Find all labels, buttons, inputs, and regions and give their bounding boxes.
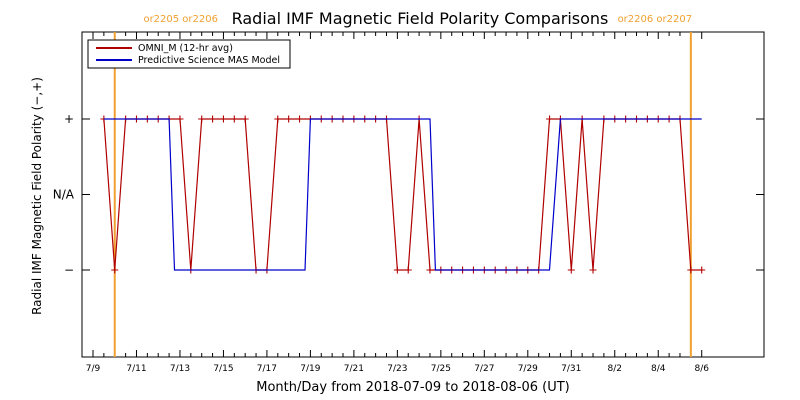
x-tick-label: 7/9 — [86, 364, 101, 374]
omni-data-point — [393, 266, 401, 274]
y-axis-label: Radial IMF Magnetic Field Polarity (−,+) — [30, 77, 44, 315]
x-tick-label: 7/27 — [474, 364, 494, 374]
rotation-label: or2205 or2206 — [143, 14, 218, 25]
omni-data-point — [426, 266, 434, 274]
x-tick-label: 7/25 — [431, 364, 451, 374]
x-tick-label: 7/15 — [213, 364, 233, 374]
x-axis-label: Month/Day from 2018-07-09 to 2018-08-06 … — [256, 380, 569, 395]
legend-box — [87, 39, 291, 69]
omni-data-point — [111, 266, 119, 274]
y-tick-label: + — [64, 112, 74, 126]
x-tick-label: 8/6 — [694, 364, 709, 374]
y-tick-label: N/A — [53, 188, 75, 202]
omni-data-point — [404, 266, 412, 274]
x-tick-label: 8/2 — [608, 364, 622, 374]
mas-series-line — [103, 118, 702, 271]
rotation-lines — [113, 32, 692, 357]
omni-data-point — [687, 266, 695, 274]
omni-data-point — [296, 115, 304, 123]
x-tick-label: 8/4 — [651, 364, 666, 374]
omni-data-point — [241, 115, 249, 123]
x-tick-label: 7/17 — [257, 364, 277, 374]
x-tick-label: 7/23 — [387, 364, 407, 374]
series-layer — [100, 115, 706, 274]
omni-data-point — [567, 266, 575, 274]
chart-title: Radial IMF Magnetic Field Polarity Compa… — [232, 9, 609, 28]
rotation-labels: or2205 or2206 or2206 or2207 — [143, 14, 692, 25]
omni-data-point — [209, 115, 217, 123]
omni-data-point — [698, 266, 706, 274]
y-tick-label: − — [64, 263, 74, 277]
legend-label-mas: Predictive Science MAS Model — [138, 55, 280, 66]
y-axis-ticks: + N/A − — [53, 112, 764, 277]
omni-data-point — [176, 115, 184, 123]
omni-data-point — [198, 115, 206, 123]
omni-data-point — [274, 115, 282, 123]
legend-label-omni: OMNI_M (12-hr avg) — [138, 43, 233, 54]
x-tick-label: 7/19 — [300, 364, 320, 374]
x-tick-label: 7/11 — [126, 364, 146, 374]
rotation-label: or2206 or2207 — [618, 14, 693, 25]
legend: OMNI_M (12-hr avg) Predictive Science MA… — [87, 39, 291, 69]
omni-data-point — [230, 115, 238, 123]
x-tick-label: 7/31 — [561, 364, 581, 374]
omni-data-point — [219, 115, 227, 123]
x-tick-label: 7/21 — [344, 364, 364, 374]
x-tick-label: 7/29 — [518, 364, 538, 374]
omni-data-point — [546, 115, 554, 123]
x-tick-label: 7/13 — [170, 364, 190, 374]
omni-data-point — [589, 266, 597, 274]
x-axis-ticks: 7/9 7/11 7/13 7/15 7/17 7/19 7/21 7/23 7/25 7/27 7… — [86, 32, 709, 374]
omni-data-point — [285, 115, 293, 123]
